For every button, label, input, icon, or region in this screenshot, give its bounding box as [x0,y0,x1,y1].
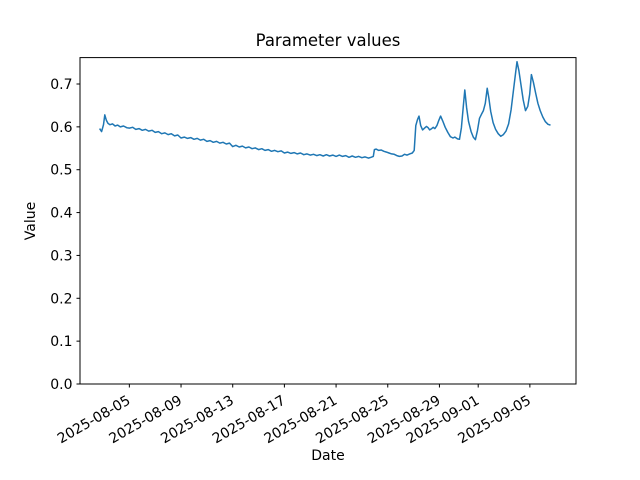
y-tick-label: 0.3 [50,248,72,264]
y-tick-label: 0.4 [50,206,72,222]
y-tick-label: 0.0 [50,377,72,393]
y-tick-label: 0.7 [50,77,72,93]
y-tick-label: 0.1 [50,334,72,350]
y-axis-label: Value [23,201,39,241]
x-axis-label: Date [311,448,345,464]
series-line-parameter-value [98,60,551,159]
y-tick-label: 0.6 [50,120,72,136]
axes-frame [79,57,577,385]
y-tick-label: 0.5 [50,163,72,179]
chart-title: Parameter values [255,31,401,50]
y-tick-label: 0.2 [50,291,72,307]
